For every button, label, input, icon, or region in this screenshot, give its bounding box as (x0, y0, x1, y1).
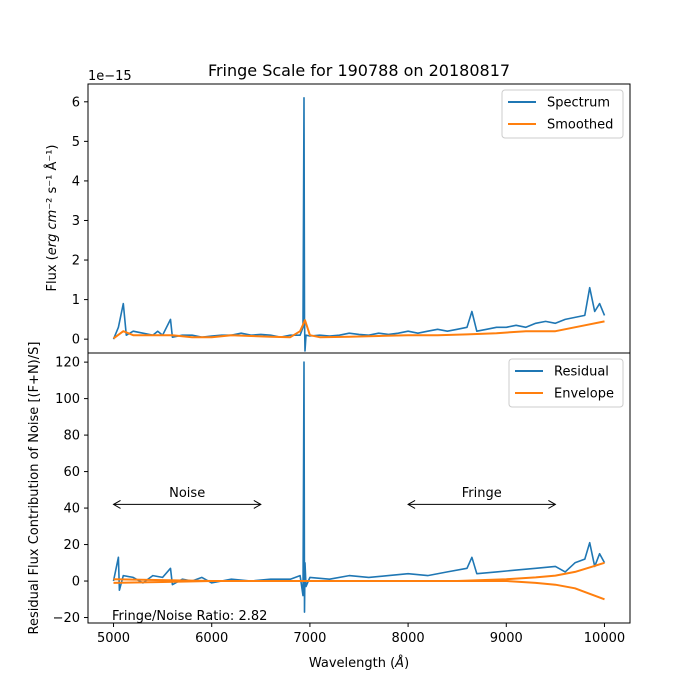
spectrum-y-axis-label: Flux (erg cm⁻² s⁻¹ Å⁻¹) (44, 144, 60, 291)
x-tick-label: 10000 (584, 631, 625, 646)
y-tick-label: 120 (55, 356, 80, 371)
y-tick-label: 3 (72, 214, 80, 229)
fringe-arrowhead-right (548, 499, 557, 509)
legend-label-envelope: Envelope (554, 387, 614, 402)
noise-arrowhead-left (112, 499, 121, 509)
xlabel-units: Å (394, 655, 404, 671)
spectrum-legend: Spectrum Smoothed (501, 89, 624, 139)
y-offset-text: 1e−15 (88, 69, 132, 84)
y-tick-label: 4 (72, 174, 80, 189)
legend-label-smoothed: Smoothed (547, 118, 613, 133)
y-tick-label: −20 (53, 611, 80, 626)
ylabel-units: erg cm (45, 210, 60, 256)
y-tick-label: 6 (72, 95, 80, 110)
residual-series-group (112, 361, 606, 613)
chart-title: Fringe Scale for 190788 on 20180817 (208, 61, 510, 80)
y-tick-label: 100 (55, 392, 80, 407)
smoothed-line (112, 319, 605, 340)
residual-axes-frame (87, 352, 631, 624)
residual-y-axis-label: Residual Flux Contribution of Noise [(F+… (27, 342, 42, 635)
y-tick-label: 0 (72, 575, 80, 590)
noise-arrowhead-right (253, 499, 262, 509)
residual-legend: Residual Envelope (508, 358, 624, 408)
ylabel-tail: ⁻² s⁻¹ Å⁻¹) (44, 144, 60, 209)
y-tick-label: 5 (72, 135, 80, 150)
spectrum-panel: 0 1 2 3 4 5 6 Fringe Scale for 190788 on 20180… (44, 61, 631, 357)
legend-label-spectrum: Spectrum (547, 96, 610, 111)
x-tick-label: 5000 (97, 631, 130, 646)
envelope-upper-line (113, 561, 605, 582)
fringe-label: Fringe (462, 486, 502, 501)
x-tick-label: 7000 (293, 631, 326, 646)
xlabel-tail: ) (404, 656, 409, 671)
x-tick-label: 6000 (195, 631, 228, 646)
y-tick-label: 1 (72, 293, 80, 308)
x-axis-label: Wavelength (Å) (309, 655, 409, 671)
fringe-arrowhead-left (407, 499, 416, 509)
annotations-group: Noise Fringe (112, 486, 557, 509)
y-tick-label: 80 (63, 429, 80, 444)
x-tick-label: 9000 (490, 631, 523, 646)
residual-panel: 5000 6000 7000 8000 9000 10000 −20 0 20 40 60 80 100… (27, 342, 631, 671)
fringe-noise-ratio: Fringe/Noise Ratio: 2.82 (112, 609, 267, 624)
ylabel-prefix: Flux ( (45, 255, 60, 291)
y-tick-label: 0 (72, 333, 80, 348)
y-tick-label: 60 (63, 465, 80, 480)
y-tick-label: 20 (63, 538, 80, 553)
y-tick-label: 40 (63, 502, 80, 517)
x-tick-label: 8000 (392, 631, 425, 646)
spectrum-series-group (112, 97, 606, 352)
residual-line (112, 361, 606, 613)
noise-label: Noise (169, 486, 205, 501)
xlabel-prefix: Wavelength ( (309, 656, 395, 671)
y-tick-label: 2 (72, 254, 80, 269)
legend-label-residual: Residual (554, 365, 609, 380)
